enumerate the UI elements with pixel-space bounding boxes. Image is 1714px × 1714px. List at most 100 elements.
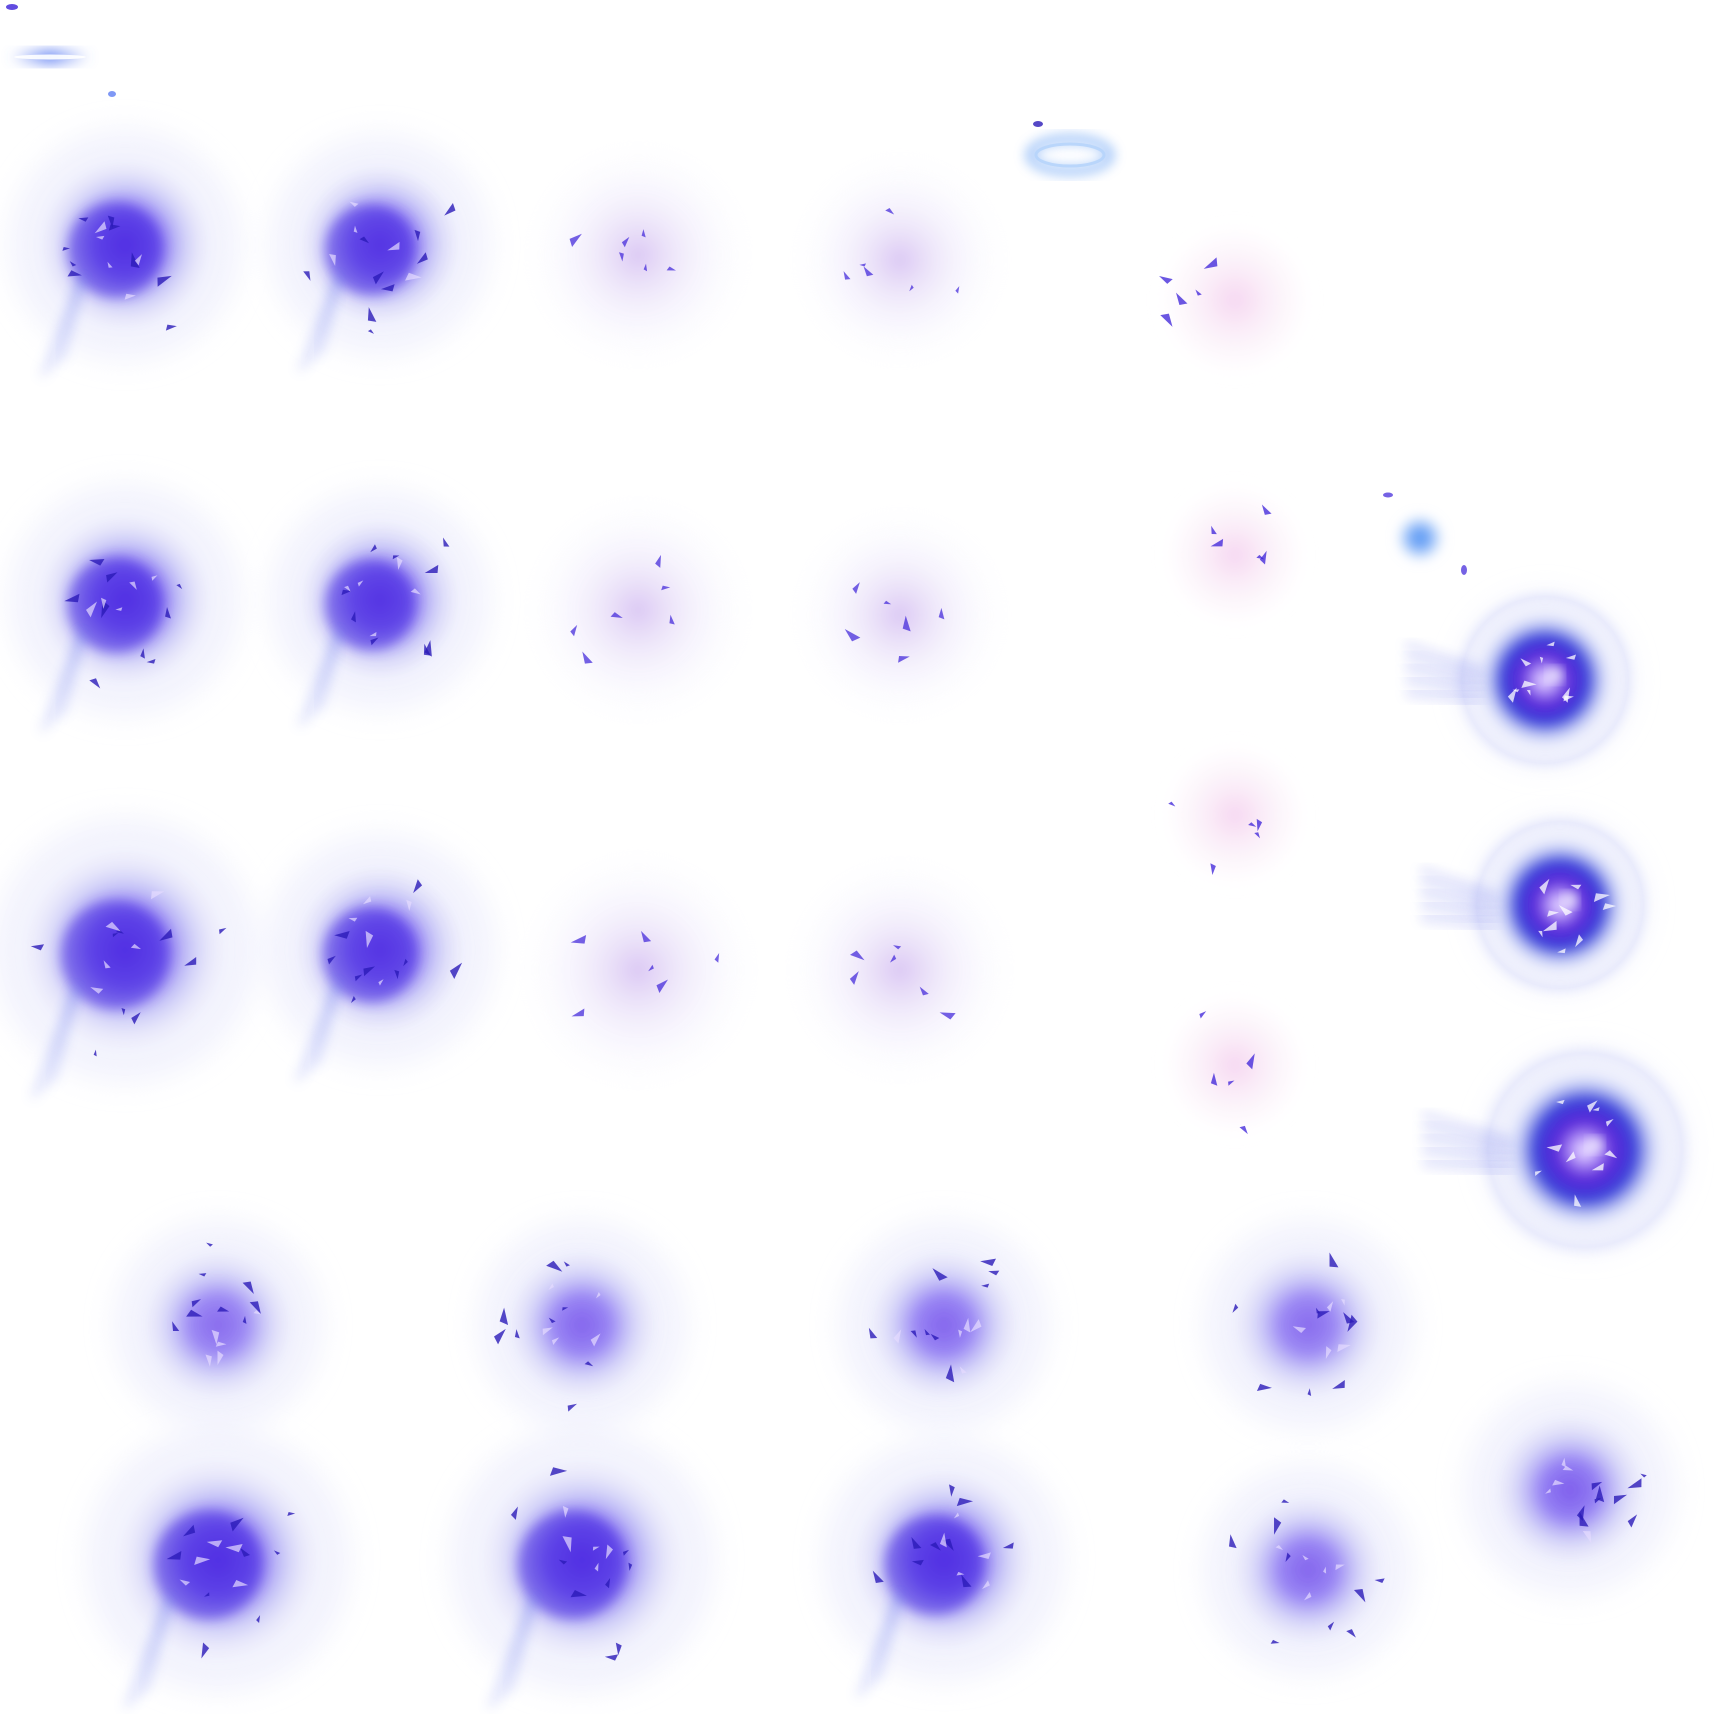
shard-fragment — [1323, 1566, 1327, 1574]
shard-fragment — [253, 1310, 262, 1315]
shard-fragment — [396, 557, 403, 570]
shard-fragment — [1316, 1307, 1321, 1314]
sprite-frame-burst — [1155, 220, 1315, 380]
shard-fragment — [1159, 275, 1173, 284]
shard-fragment — [130, 943, 142, 950]
shard-fragment — [595, 1291, 601, 1299]
shard-fragment — [242, 1281, 254, 1294]
shard-fragment — [1307, 1388, 1312, 1397]
shard-fragment — [1574, 1194, 1582, 1207]
shard-fragment — [124, 293, 136, 300]
shard-fragment — [363, 966, 376, 977]
sprites-layer — [0, 4, 1696, 1709]
shard-fragment — [1337, 1344, 1351, 1352]
shard-fragment — [130, 252, 140, 268]
shard-fragment — [406, 899, 412, 911]
shard-fragment — [115, 607, 123, 611]
shard-fragment — [594, 1562, 599, 1572]
shard-fragment — [493, 1328, 506, 1345]
shard-fragment — [351, 611, 356, 623]
shard-fragment — [1627, 1478, 1642, 1489]
shard-fragment — [1329, 1252, 1339, 1268]
shard-fragment — [100, 597, 107, 609]
shard-fragment — [1274, 1517, 1282, 1535]
shard-fragment — [370, 544, 377, 553]
shard-fragment — [868, 1327, 878, 1339]
shard-fragment — [184, 956, 197, 966]
shard-fragment — [570, 1589, 587, 1598]
shard-fragment — [146, 659, 156, 664]
shard-fragment — [349, 201, 359, 207]
sprite-frame-flare-streak — [6, 4, 116, 97]
shard-fragment — [165, 607, 171, 619]
shard-fragment — [204, 1592, 210, 1597]
shard-fragment — [329, 254, 336, 267]
shard-fragment — [341, 589, 352, 596]
shard-fragment — [96, 235, 105, 240]
shard-fragment — [615, 1642, 622, 1656]
shard-fragment — [327, 955, 336, 965]
shard-fragment — [889, 954, 897, 963]
shard-fragment — [1561, 687, 1570, 703]
sprite-frame-burst — [1203, 1465, 1413, 1675]
shard-fragment — [134, 254, 142, 266]
shard-fragment — [423, 643, 431, 656]
sprite-frame-burst — [9, 129, 241, 378]
shard-fragment — [179, 1579, 191, 1586]
shard-fragment — [988, 1270, 1000, 1276]
shard-fragment — [1246, 1053, 1255, 1070]
shard-fragment — [225, 1544, 243, 1553]
shard-fragment — [911, 1559, 924, 1566]
shard-fragment — [186, 1309, 203, 1317]
sprite-frame-burst — [450, 1428, 714, 1709]
shard-fragment — [1545, 1488, 1551, 1494]
shard-fragment — [357, 580, 364, 587]
shard-fragment — [1292, 1326, 1307, 1333]
sprite-frame-burst — [1465, 1385, 1675, 1595]
shard-fragment — [424, 564, 439, 573]
sprite-frame-impact-core — [1421, 1039, 1696, 1261]
shard-fragment — [1285, 1552, 1291, 1562]
shard-fragment — [970, 1319, 982, 1333]
shard-fragment — [242, 1315, 247, 1324]
shard-fragment — [30, 944, 45, 951]
shard-fragment — [1270, 1639, 1280, 1644]
sprite-frame-burst — [544, 516, 732, 704]
shard-fragment — [628, 1562, 633, 1571]
sprite-frame-burst — [270, 490, 490, 727]
shard-fragment — [1228, 1080, 1235, 1086]
shard-fragment — [151, 891, 165, 900]
shard-fragment — [1552, 1479, 1565, 1486]
sprite-frame-impact-core — [1404, 585, 1640, 775]
shard-fragment — [69, 261, 77, 267]
shard-fragment — [919, 986, 929, 996]
shard-fragment — [1168, 801, 1176, 807]
shard-fragment — [353, 225, 358, 233]
shard-fragment — [215, 1341, 227, 1347]
shard-fragment — [1593, 893, 1610, 902]
shard-fragment — [1547, 910, 1560, 917]
shard-fragment — [201, 1642, 210, 1659]
shard-fragment — [893, 1329, 902, 1344]
shard-fragment — [1538, 930, 1543, 938]
shard-fragment — [569, 233, 582, 247]
shard-fragment — [1565, 654, 1577, 660]
shard-fragment — [1347, 1314, 1358, 1332]
shard-fragment — [872, 1570, 884, 1583]
shard-fragment — [1640, 1473, 1647, 1478]
shard-fragment — [549, 1467, 568, 1476]
shard-fragment — [714, 953, 720, 963]
shard-fragment — [217, 1350, 224, 1366]
shard-fragment — [909, 284, 914, 292]
shard-fragment — [1558, 905, 1573, 916]
shard-fragment — [350, 995, 356, 1004]
shard-fragment — [924, 1328, 930, 1336]
shard-fragment — [230, 1517, 244, 1532]
shard-fragment — [378, 979, 384, 986]
sprite-frame-burst — [264, 834, 496, 1083]
shard-fragment — [551, 1337, 560, 1345]
shard-fragment — [621, 236, 630, 248]
shard-fragment — [1199, 1011, 1207, 1019]
shard-fragment — [980, 1258, 996, 1267]
